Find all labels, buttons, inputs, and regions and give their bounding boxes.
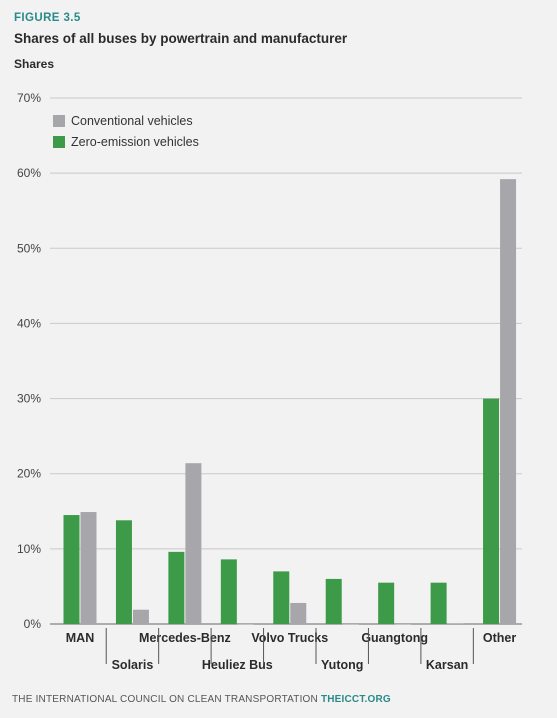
x-tick-label: Guangtong: [361, 631, 428, 645]
bar-zero-emission: [325, 578, 342, 624]
bar-zero-emission: [378, 582, 395, 624]
bar-conventional: [185, 463, 202, 624]
x-tick-label: Heuliez Bus: [202, 658, 273, 672]
footer-text: THE INTERNATIONAL COUNCIL ON CLEAN TRANS…: [12, 694, 318, 705]
bar-zero-emission: [115, 520, 132, 624]
bar-zero-emission: [168, 551, 185, 624]
bar-zero-emission: [220, 559, 237, 624]
legend-swatch: [53, 136, 65, 148]
y-tick-label: 70%: [17, 91, 41, 105]
x-tick-label: Solaris: [112, 658, 154, 672]
footer-link[interactable]: THEICCT.ORG: [320, 694, 391, 705]
legend-label: Zero-emission vehicles: [71, 135, 199, 149]
x-tick-label: Volvo Trucks: [251, 631, 328, 645]
x-tick-label: Yutong: [321, 658, 363, 672]
y-axis-label: Shares: [14, 57, 55, 71]
bar-conventional: [132, 609, 149, 624]
y-tick-label: 40%: [17, 316, 41, 330]
bar-zero-emission: [430, 582, 447, 624]
x-tick-label: Karsan: [426, 658, 468, 672]
y-tick-label: 30%: [17, 392, 41, 406]
x-tick-label: Mercedes-Benz: [139, 631, 231, 645]
y-tick-label: 60%: [17, 166, 41, 180]
bar-conventional: [500, 179, 517, 624]
y-tick-label: 0%: [24, 617, 42, 631]
y-tick-label: 10%: [17, 542, 41, 556]
bar-conventional: [395, 624, 412, 625]
bar-conventional: [290, 602, 307, 624]
bar-conventional: [342, 624, 359, 625]
y-tick-label: 50%: [17, 241, 41, 255]
bar-conventional: [80, 512, 97, 624]
x-tick-label: MAN: [66, 631, 94, 645]
legend-swatch: [53, 115, 65, 127]
bar-conventional: [237, 624, 254, 625]
bar-zero-emission: [63, 515, 80, 624]
bar-chart: 0% 10% 20% 30% 40% 50% 60% 70% MAN Solaris Mercede…: [17, 91, 522, 672]
figure-label: FIGURE 3.5: [14, 12, 81, 24]
x-tick-label: Other: [483, 631, 516, 645]
legend-label: Conventional vehicles: [71, 114, 193, 128]
bar-zero-emission: [273, 571, 290, 624]
bar-conventional: [447, 623, 464, 624]
y-tick-label: 20%: [17, 467, 41, 481]
chart-title: Shares of all buses by powertrain and ma…: [14, 31, 348, 46]
footer: THE INTERNATIONAL COUNCIL ON CLEAN TRANS…: [12, 694, 391, 705]
bar-zero-emission: [483, 398, 500, 624]
